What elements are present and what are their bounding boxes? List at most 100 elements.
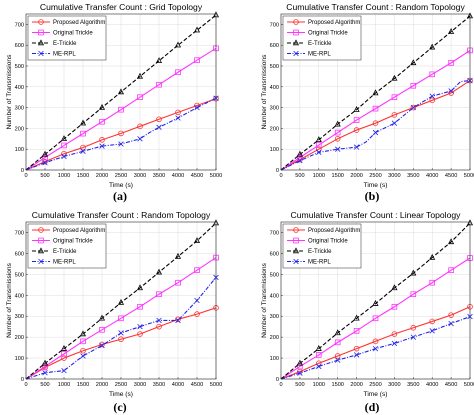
y-tick-label: 200	[15, 126, 24, 132]
legend-marker	[292, 39, 300, 46]
data-point	[41, 359, 49, 366]
y-tick-label: 100	[15, 356, 24, 362]
series-e-trickle	[25, 219, 220, 380]
data-point	[429, 71, 435, 78]
data-point	[174, 41, 182, 48]
data-point	[315, 142, 322, 148]
x-tick-label: 4000	[426, 173, 438, 179]
legend-entry: E-Trickle	[53, 41, 77, 47]
y-axis-label: Number of Transmissions	[261, 54, 268, 129]
x-tick-label: 500	[295, 382, 304, 388]
legend-marker	[293, 237, 299, 244]
x-tick-label: 5000	[210, 382, 222, 388]
data-point	[42, 370, 48, 376]
y-tick-label: 0	[21, 377, 24, 383]
panel-label: (d)	[365, 400, 380, 414]
legend-entry: E-Trickle	[308, 249, 332, 255]
data-point	[391, 340, 398, 347]
data-point	[80, 338, 86, 345]
data-point	[42, 363, 48, 370]
x-tick-label: 3500	[153, 173, 165, 179]
data-point	[410, 104, 417, 111]
y-tick-label: 100	[270, 356, 279, 362]
legend-entry: Original Trickle	[53, 31, 93, 37]
data-point	[175, 69, 181, 76]
x-tick-label: 4500	[191, 382, 203, 388]
data-point	[372, 120, 379, 126]
legend-entry: ME-RPL	[53, 52, 76, 58]
legend-marker	[293, 258, 299, 265]
legend: Proposed Algorithm Original Trickle E-Tric…	[27, 15, 107, 61]
data-point	[353, 352, 360, 358]
data-point	[61, 153, 67, 160]
data-point	[60, 344, 68, 351]
data-point	[353, 106, 360, 112]
legend-box	[282, 223, 362, 269]
data-point	[334, 353, 341, 359]
data-point	[80, 130, 86, 137]
x-tick-label: 2500	[115, 173, 127, 179]
y-tick-label: 500	[15, 64, 24, 70]
series-line	[280, 306, 471, 380]
data-point	[372, 345, 379, 352]
data-point	[315, 146, 322, 153]
data-point	[372, 299, 379, 306]
y-tick-label: 700	[270, 230, 279, 236]
x-tick-label: 3500	[153, 382, 165, 388]
chart-panel-3: 0 500 1000 1500 2000 2500 3000 3500 4000 4500 5000…	[6, 210, 222, 414]
data-point	[410, 104, 416, 111]
chart-title: Cumulative Transfer Count : Linear Topol…	[291, 210, 462, 220]
x-tick-label: 500	[40, 173, 49, 179]
data-point	[334, 129, 341, 136]
data-point	[118, 330, 124, 336]
data-point	[194, 297, 200, 304]
legend-box	[282, 15, 362, 61]
data-point	[194, 57, 200, 63]
data-point	[156, 116, 162, 123]
data-point	[448, 60, 454, 66]
series-proposed-algorithm	[25, 95, 219, 171]
data-point	[297, 363, 303, 370]
data-point	[41, 150, 49, 157]
x-tick-label: 2000	[350, 173, 362, 179]
x-tick-label: 1000	[58, 382, 70, 388]
x-tick-label: 4000	[172, 382, 184, 388]
data-point	[42, 154, 48, 161]
legend: Proposed Algorithm Original Trickle E-Tric…	[282, 223, 362, 269]
x-tick-label: 1500	[77, 173, 89, 179]
series-e-trickle	[25, 11, 220, 171]
x-tick-label: 1000	[313, 173, 325, 179]
data-point	[448, 320, 454, 327]
y-tick-label: 0	[276, 168, 279, 174]
x-tick-label: 3000	[388, 382, 400, 388]
series-line	[280, 80, 471, 171]
x-axis-label: Time (s)	[364, 391, 388, 398]
data-point	[334, 136, 341, 142]
series-line	[280, 49, 471, 171]
data-point	[118, 130, 124, 137]
data-point	[315, 352, 322, 358]
x-tick-label: 5000	[210, 173, 222, 179]
data-point	[334, 339, 341, 346]
legend-marker	[38, 50, 44, 57]
data-point	[99, 341, 105, 348]
x-tick-label: 1500	[331, 382, 343, 388]
data-point	[79, 330, 87, 337]
data-point	[61, 142, 67, 149]
x-tick-label: 5000	[464, 173, 474, 179]
data-point	[448, 88, 454, 94]
legend-entry: Proposed Algorithm	[53, 20, 105, 26]
data-point	[391, 331, 398, 337]
data-point	[410, 334, 416, 340]
x-tick-label: 3000	[388, 173, 400, 179]
data-point	[448, 238, 455, 245]
x-tick-label: 3500	[407, 173, 419, 179]
chart-panel-4: 0 500 1000 1500 2000 2500 3000 3500 4000 4500 500 0…	[261, 210, 474, 414]
legend-marker	[293, 19, 299, 25]
data-point	[155, 57, 163, 63]
data-point	[410, 291, 417, 298]
data-point	[99, 342, 105, 349]
x-axis-label: Time (s)	[109, 182, 133, 189]
series-line	[280, 15, 471, 171]
